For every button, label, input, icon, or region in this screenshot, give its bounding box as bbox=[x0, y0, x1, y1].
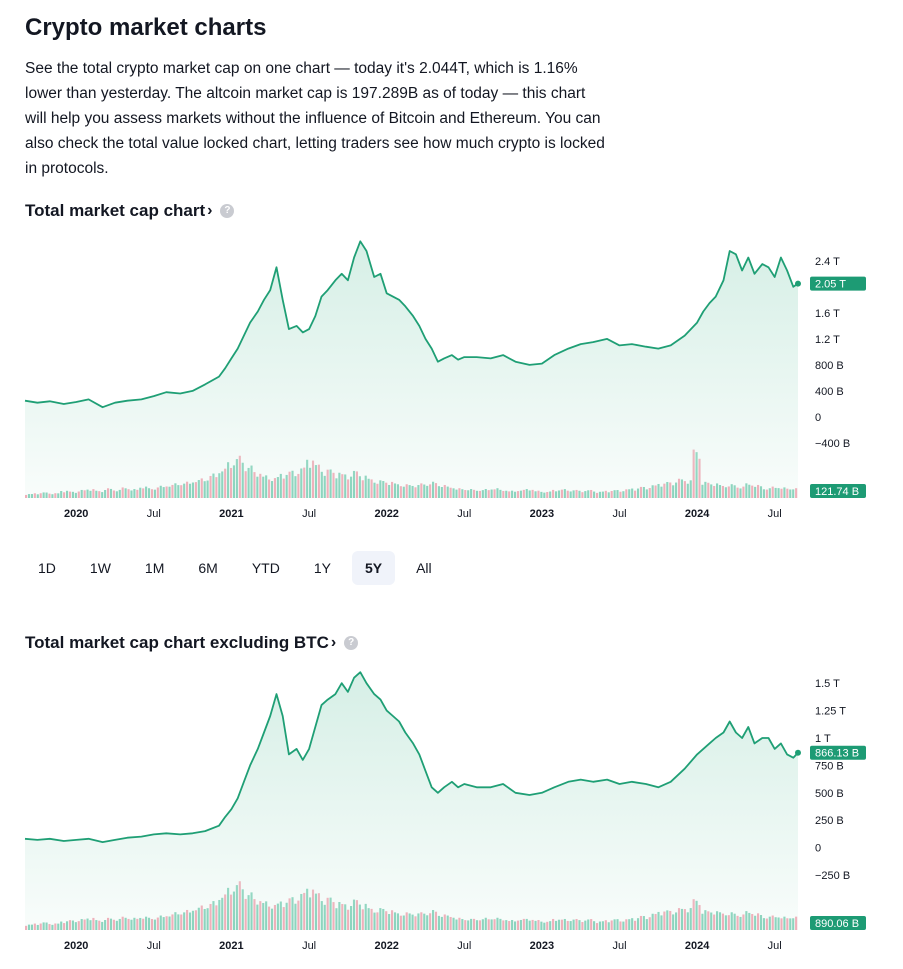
x-tick-label: Jul bbox=[302, 508, 316, 520]
y-tick-label: 1 T bbox=[815, 733, 831, 745]
range-button-1m[interactable]: 1M bbox=[132, 551, 177, 585]
last-point bbox=[795, 280, 801, 287]
area-fill bbox=[25, 672, 798, 930]
x-tick-label: Jul bbox=[147, 940, 161, 952]
y-tick-label: 1.2 T bbox=[815, 334, 840, 346]
page-title: Crypto market charts bbox=[25, 14, 267, 41]
range-button-all[interactable]: All bbox=[403, 551, 445, 585]
last-value-badge bbox=[810, 276, 866, 291]
question-circle-icon[interactable]: ? bbox=[220, 204, 235, 218]
excluding-btc-chart[interactable]: 1.5 T 1.25 T 1 T 750 B 500 B 250 B 0 −250 B 866.… bbox=[0, 662, 903, 962]
y-tick-label: 0 bbox=[815, 843, 821, 855]
x-tick-label: Jul bbox=[147, 508, 161, 520]
x-tick-label: 2022 bbox=[374, 508, 398, 520]
x-tick-label: 2021 bbox=[219, 508, 243, 520]
range-button-1y[interactable]: 1Y bbox=[301, 551, 344, 585]
y-tick-label: 0 bbox=[815, 412, 821, 424]
y-tick-label: 500 B bbox=[815, 788, 844, 800]
range-button-6m[interactable]: 6M bbox=[185, 551, 230, 585]
x-tick-label: 2022 bbox=[374, 940, 398, 952]
last-value-badge bbox=[810, 745, 866, 760]
question-circle-icon[interactable]: ? bbox=[344, 636, 359, 650]
area-fill bbox=[25, 241, 798, 499]
price-line bbox=[24, 240, 799, 409]
y-tick-label: 1.6 T bbox=[815, 308, 840, 320]
y-tick-label: 250 B bbox=[815, 815, 844, 827]
x-tick-label: Jul bbox=[302, 940, 316, 952]
volume-value-label: 890.06 B bbox=[815, 918, 859, 930]
last-point bbox=[795, 749, 801, 756]
time-range-selector: 1D 1W 1M 6M YTD 1Y 5Y All bbox=[25, 551, 445, 585]
x-tick-label: 2023 bbox=[530, 508, 554, 520]
x-tick-label: Jul bbox=[768, 508, 782, 520]
price-line bbox=[24, 671, 799, 843]
x-tick-label: Jul bbox=[612, 940, 626, 952]
x-tick-label: Jul bbox=[457, 940, 471, 952]
chevron-right-icon: › bbox=[207, 202, 213, 219]
section-title-label: Total market cap chart excluding BTC bbox=[25, 633, 329, 652]
x-tick-label: 2024 bbox=[685, 940, 710, 952]
total-market-cap-heading[interactable]: Total market cap chart › ? bbox=[25, 201, 235, 221]
y-tick-label: 800 B bbox=[815, 360, 844, 372]
intro-text: See the total crypto market cap on one c… bbox=[25, 60, 605, 177]
last-value-label: 866.13 B bbox=[815, 748, 859, 760]
x-tick-label: 2020 bbox=[64, 940, 88, 952]
y-tick-label: 2.4 T bbox=[815, 256, 840, 268]
excluding-btc-heading[interactable]: Total market cap chart excluding BTC › ? bbox=[25, 633, 359, 653]
y-tick-label: 750 B bbox=[815, 760, 844, 772]
y-tick-label: −400 B bbox=[815, 438, 850, 450]
x-tick-label: Jul bbox=[457, 508, 471, 520]
x-tick-label: 2021 bbox=[219, 940, 243, 952]
range-button-ytd[interactable]: YTD bbox=[239, 551, 293, 585]
range-button-1d[interactable]: 1D bbox=[25, 551, 69, 585]
volume-badge bbox=[810, 916, 866, 930]
x-tick-label: 2020 bbox=[64, 508, 88, 520]
x-tick-label: Jul bbox=[768, 940, 782, 952]
y-tick-label: 1.25 T bbox=[815, 706, 846, 718]
x-tick-label: Jul bbox=[612, 508, 626, 520]
y-tick-label: −250 B bbox=[815, 870, 850, 882]
range-button-5y[interactable]: 5Y bbox=[351, 551, 396, 585]
volume-value-label: 121.74 B bbox=[815, 486, 859, 498]
section-title-label: Total market cap chart bbox=[25, 201, 206, 220]
y-tick-label: 1.5 T bbox=[815, 678, 840, 690]
volume-badge bbox=[810, 484, 866, 498]
last-value-label: 2.05 T bbox=[815, 279, 846, 291]
x-tick-label: 2023 bbox=[530, 940, 554, 952]
y-tick-label: 400 B bbox=[815, 386, 844, 398]
chevron-right-icon: › bbox=[330, 634, 337, 651]
total-market-cap-chart[interactable]: 2.4 T 1.6 T 1.2 T 800 B 400 B 0 −400 B 2.05 T 12… bbox=[0, 230, 903, 530]
x-tick-label: 2024 bbox=[685, 508, 710, 520]
range-button-1w[interactable]: 1W bbox=[77, 551, 124, 585]
